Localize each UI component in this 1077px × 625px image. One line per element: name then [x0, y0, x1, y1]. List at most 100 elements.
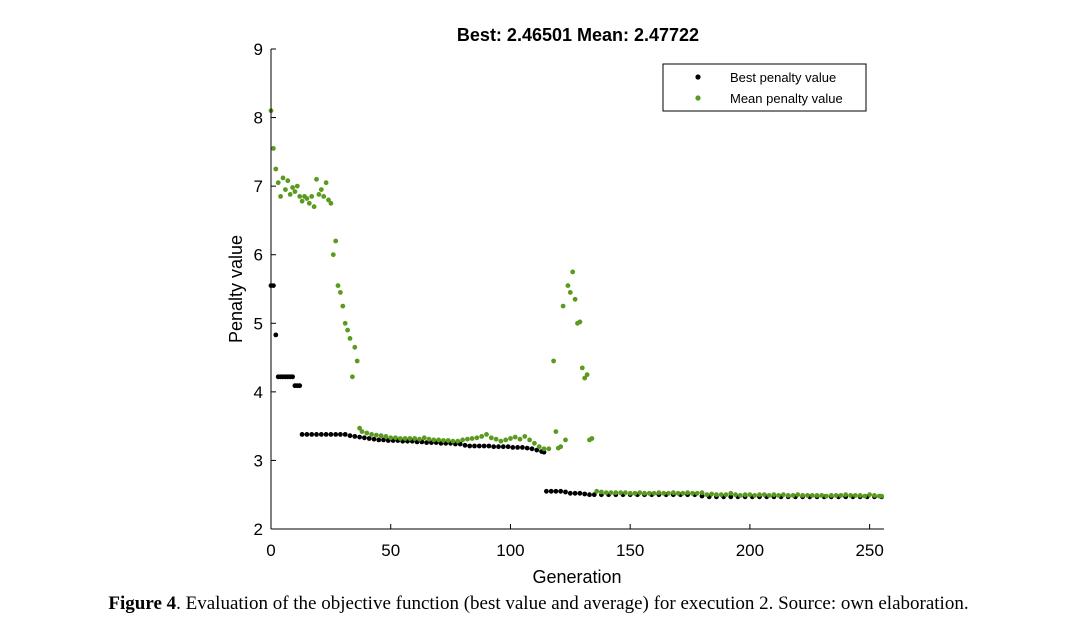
mean-point: [776, 493, 781, 498]
mean-point: [397, 436, 403, 441]
best-point: [520, 445, 525, 450]
mean-point: [314, 176, 319, 182]
mean-point: [603, 490, 609, 496]
mean-point: [299, 198, 305, 204]
mean-point: [728, 490, 734, 496]
best-point: [481, 443, 487, 449]
mean-point: [465, 436, 470, 442]
mean-point: [522, 434, 528, 439]
mean-point: [321, 194, 327, 199]
best-point: [541, 449, 547, 455]
mean-point: [709, 491, 714, 497]
best-point: [342, 432, 348, 437]
mean-point: [498, 438, 504, 444]
best-point: [323, 432, 329, 437]
best-point: [544, 488, 549, 494]
mean-point: [323, 180, 329, 186]
mean-point: [479, 434, 485, 439]
series-mean: [268, 108, 884, 499]
mean-point: [532, 440, 537, 446]
mean-point: [809, 493, 815, 498]
mean-point: [527, 437, 532, 443]
mean-point: [781, 492, 786, 498]
mean-point: [872, 493, 877, 498]
mean-point: [469, 436, 475, 441]
best-point: [515, 445, 520, 450]
best-point: [728, 494, 734, 500]
mean-point: [503, 437, 509, 443]
mean-point: [771, 492, 777, 498]
penalty-scatter-chart: Best: 2.46501 Mean: 2.47722 0 50 100 150 200…: [226, 25, 884, 587]
mean-point: [733, 492, 738, 498]
mean-point: [426, 436, 432, 442]
mean-point: [292, 189, 298, 195]
y-tick-label: 3: [254, 451, 263, 470]
mean-point: [867, 492, 872, 498]
mean-point: [857, 493, 863, 498]
mean-point: [378, 433, 384, 439]
mean-point: [704, 492, 710, 498]
mean-point: [747, 492, 753, 498]
mean-point: [335, 283, 341, 288]
mean-point: [383, 434, 389, 439]
mean-point: [805, 493, 810, 498]
y-tick-label: 6: [254, 246, 263, 265]
mean-point: [285, 178, 291, 184]
mean-point: [582, 375, 588, 381]
mean-point: [342, 320, 348, 326]
best-point: [558, 488, 564, 494]
mean-point: [359, 429, 365, 434]
best-point: [534, 447, 540, 453]
mean-point: [553, 429, 559, 434]
mean-point: [436, 437, 441, 443]
mean-point: [814, 493, 820, 498]
mean-point: [646, 490, 652, 496]
mean-point: [290, 185, 295, 190]
best-point: [567, 490, 573, 496]
mean-point: [589, 436, 595, 441]
best-point: [563, 489, 568, 495]
best-point: [352, 434, 358, 439]
mean-point: [517, 436, 523, 442]
mean-point: [690, 490, 695, 496]
mean-point: [311, 204, 317, 210]
mean-point: [347, 336, 353, 341]
best-point: [591, 492, 597, 498]
mean-point: [742, 492, 748, 498]
x-axis-label: Generation: [532, 567, 621, 587]
mean-point: [536, 444, 542, 450]
x-tick-label: 250: [855, 541, 883, 560]
y-tick-label: 8: [254, 109, 263, 128]
mean-point: [393, 435, 398, 441]
best-point: [505, 444, 511, 450]
mean-point: [632, 490, 638, 496]
mean-point: [345, 327, 350, 333]
best-point: [362, 435, 367, 441]
mean-point: [340, 303, 346, 309]
mean-point: [572, 296, 578, 302]
mean-point: [843, 492, 849, 498]
mean-point: [374, 432, 379, 438]
mean-point: [333, 238, 339, 244]
mean-point: [757, 492, 762, 498]
figure-caption: Figure 4. Evaluation of the objective fu…: [0, 593, 1077, 615]
mean-point: [848, 493, 853, 498]
best-point: [371, 436, 377, 442]
best-point: [548, 488, 554, 494]
mean-point: [685, 490, 690, 496]
best-point: [524, 445, 530, 451]
mean-point: [558, 444, 564, 450]
mean-point: [824, 493, 829, 499]
mean-point: [563, 437, 568, 443]
chart-title: Best: 2.46501 Mean: 2.47722: [457, 25, 699, 45]
mean-point: [766, 493, 772, 498]
mean-point: [421, 435, 427, 441]
best-point: [462, 442, 468, 448]
mean-point: [541, 446, 547, 452]
best-point: [271, 283, 276, 288]
mean-point: [328, 200, 334, 206]
mean-point: [354, 358, 360, 364]
mean-point: [402, 436, 408, 441]
mean-point: [666, 490, 671, 496]
mean-point: [388, 435, 394, 441]
